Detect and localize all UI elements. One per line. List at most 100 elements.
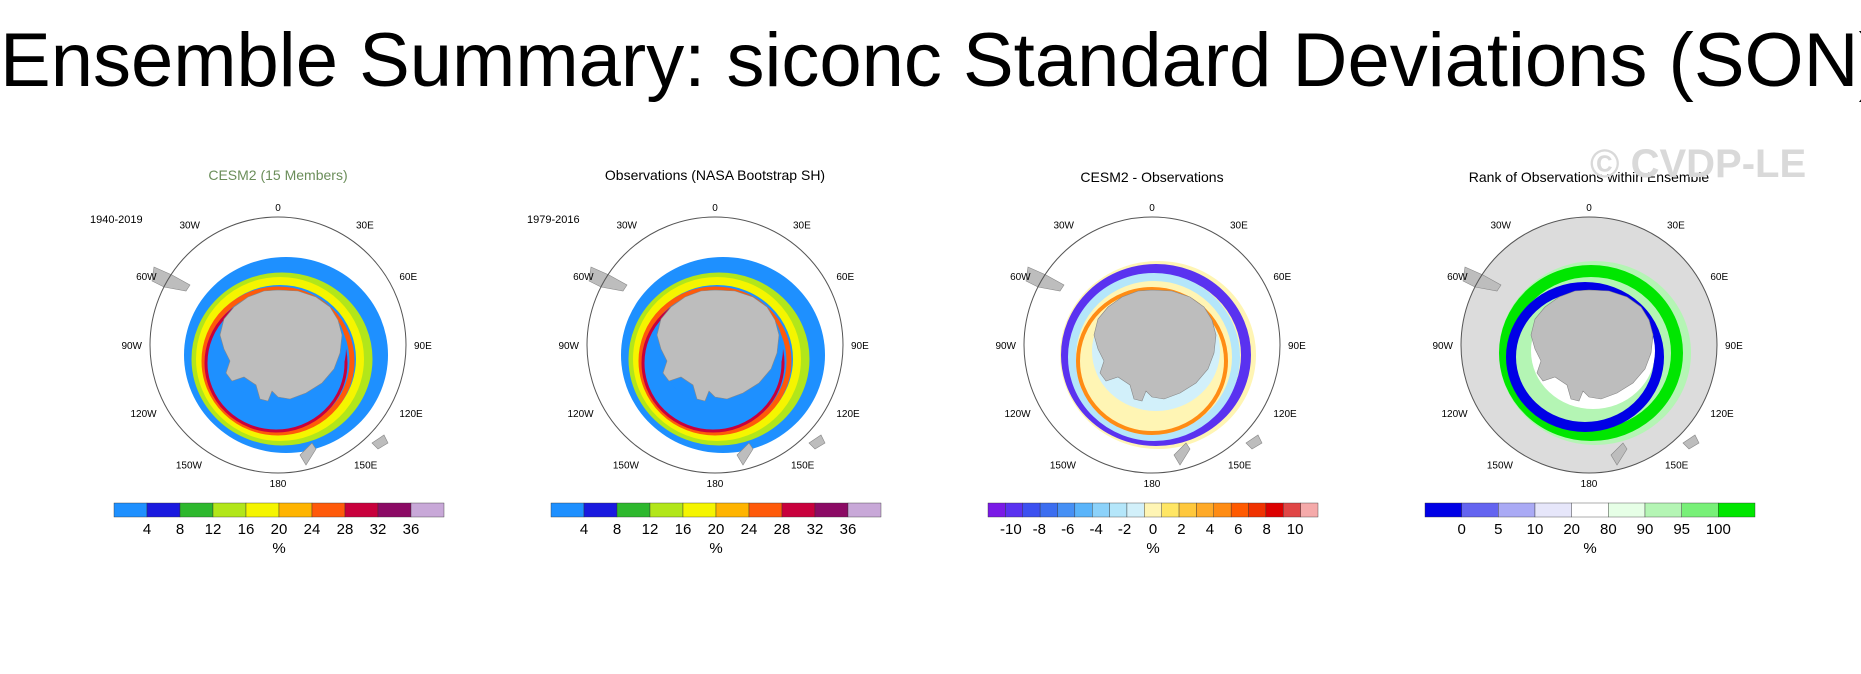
colorbar-segment [1230, 502, 1249, 518]
colorbar-tick-label: 4 [143, 521, 151, 538]
longitude-label: 120W [1442, 409, 1469, 420]
colorbar-tick-label: 28 [337, 521, 354, 538]
longitude-label: 180 [270, 479, 287, 490]
colorbar-segment [682, 502, 717, 518]
colorbar-tick-label: 6 [1234, 521, 1242, 538]
longitude-label: 150E [1228, 460, 1252, 471]
colorbar-segment [1248, 502, 1267, 518]
colorbar-segment [1283, 502, 1301, 518]
map-panel-cesm2: CESM2 (15 Members) 1940-2019 0 180 90W 90E 3… [48, 155, 508, 670]
colorbar-segment [1178, 502, 1197, 518]
colorbar-tick-label: 20 [1563, 521, 1580, 538]
longitude-label: 30E [1230, 221, 1248, 232]
longitude-label: 30E [793, 221, 811, 232]
colorbar-unit-label: % [709, 540, 722, 557]
colorbar-segment [113, 502, 148, 518]
colorbar-segment [814, 502, 849, 518]
tasmania-landmass [808, 434, 826, 450]
period-label: 1979-2016 [527, 214, 580, 226]
colorbar-tick-label: 24 [304, 521, 321, 538]
polar-map: 0 180 90W 90E 30W 30E 60W 60E 120W 120E 150W 150E [995, 203, 1306, 490]
longitude-label: 0 [1149, 203, 1155, 214]
field-slight-negative [1068, 273, 1240, 441]
colorbar-tick-label: 95 [1673, 521, 1690, 538]
colorbar-segment [1213, 502, 1232, 518]
colorbar-segment [1608, 502, 1646, 518]
colorbar-segment [715, 502, 750, 518]
longitude-label: 120E [1710, 409, 1734, 420]
colorbar-segment [1571, 502, 1609, 518]
new-zealand-landmass [1173, 442, 1191, 466]
colorbar-segment [179, 502, 214, 518]
colorbar-segment [649, 502, 684, 518]
antarctica-landmass [1530, 289, 1654, 402]
colorbar-tick-label: 16 [675, 521, 692, 538]
new-zealand-landmass [1610, 442, 1628, 466]
south-america-landmass [1025, 266, 1065, 292]
colorbar-segment [146, 502, 181, 518]
colorbar-tick-label: 0 [1149, 521, 1157, 538]
colorbar-tick-label: 32 [807, 521, 824, 538]
colorbar-segment [1718, 502, 1756, 518]
longitude-label: 0 [712, 203, 718, 214]
longitude-label: 30W [1490, 221, 1511, 232]
polar-map: 0 180 90W 90E 30W 30E 60W 60E 120W 120E 150W 150E [121, 203, 432, 490]
colorbar-unit-label: % [1583, 540, 1596, 557]
colorbar-segment [1109, 502, 1128, 518]
map-boundary [1460, 216, 1718, 474]
longitude-label: 120W [1005, 409, 1032, 420]
longitude-label: 60E [1273, 272, 1291, 283]
longitude-label: 120E [836, 409, 860, 420]
colorbar-segment [847, 502, 882, 518]
map-panel-observations: Observations (NASA Bootstrap SH) 1979-20… [485, 155, 945, 670]
colorbar-segment [410, 502, 445, 518]
longitude-label: 180 [1581, 479, 1598, 490]
colorbar: -10 -8 -6 -4 -2 0 2 4 6 8 10% [987, 502, 1319, 557]
longitude-label: 90W [995, 341, 1016, 352]
colorbar-tick-label: 12 [205, 521, 222, 538]
colorbar-tick-label: 8 [176, 521, 184, 538]
tasmania-landmass [1245, 434, 1263, 450]
map-boundary [586, 216, 844, 474]
longitude-label: 30W [1053, 221, 1074, 232]
colorbar-tick-label: 0 [1457, 521, 1465, 538]
panel-title: Observations (NASA Bootstrap SH) [604, 167, 826, 183]
colorbar-tick-label: 80 [1600, 521, 1617, 538]
colorbar-segment [781, 502, 816, 518]
longitude-label: 60W [573, 272, 594, 283]
colorbar-segment [1681, 502, 1719, 518]
panel-title: Rank of Observations within Ensemble [1468, 169, 1710, 185]
colorbar-tick-label: 2 [1177, 521, 1185, 538]
colorbar-tick-label: 32 [370, 521, 387, 538]
colorbar-unit-label: % [1146, 540, 1159, 557]
colorbar-tick-label: 8 [1263, 521, 1271, 538]
colorbar-tick-label: 28 [774, 521, 791, 538]
longitude-label: 90E [851, 341, 869, 352]
colorbar-tick-label: -8 [1033, 521, 1046, 538]
colorbar-tick-label: 4 [1206, 521, 1214, 538]
field-band-28 [638, 286, 792, 436]
longitude-label: 120W [568, 409, 595, 420]
colorbar-segment [245, 502, 280, 518]
longitude-label: 120W [131, 409, 158, 420]
longitude-label: 90E [1288, 341, 1306, 352]
longitude-label: 150E [354, 460, 378, 471]
colorbar-segment [1022, 502, 1041, 518]
longitude-label: 60E [1710, 272, 1728, 283]
colorbar-tick-label: 12 [642, 521, 659, 538]
tasmania-landmass [1682, 434, 1700, 450]
colorbar-segment [1196, 502, 1214, 518]
colorbar-tick-label: 20 [708, 521, 725, 538]
longitude-label: 120E [1273, 409, 1297, 420]
longitude-label: 90W [1432, 341, 1453, 352]
colorbar-segment [616, 502, 651, 518]
field-rank-low [1506, 282, 1664, 432]
new-zealand-landmass [736, 442, 754, 466]
longitude-label: 90E [414, 341, 432, 352]
colorbar-segment [1005, 502, 1023, 518]
longitude-label: 60E [836, 272, 854, 283]
longitude-label: 60W [1447, 272, 1468, 283]
field-band-20 [633, 277, 801, 441]
tasmania-landmass [371, 434, 389, 450]
field-rank-high [1499, 265, 1683, 441]
